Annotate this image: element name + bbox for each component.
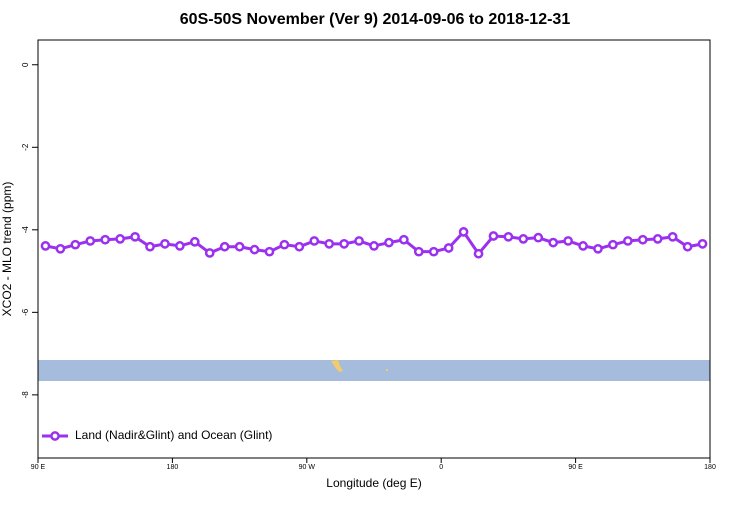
map-strip [38, 360, 710, 381]
data-point [55, 243, 66, 254]
data-point [637, 234, 648, 245]
land-patch [386, 369, 388, 371]
data-point [100, 234, 111, 245]
x-tick-label: 90 E [568, 464, 583, 471]
y-tick-label: -4 [21, 226, 30, 234]
data-point [548, 237, 559, 248]
data-point [70, 239, 81, 250]
data-point [443, 243, 454, 253]
data-point [369, 241, 379, 251]
x-tick-label: 180 [704, 464, 716, 471]
legend-marker [50, 431, 60, 441]
data-point [324, 238, 335, 249]
data-point [578, 241, 588, 251]
data-point [667, 231, 678, 242]
data-point [339, 238, 349, 249]
data-point [85, 236, 96, 246]
x-tick-label: 90 W [299, 464, 316, 471]
data-point [130, 231, 140, 242]
data-point [533, 232, 544, 243]
data-point [399, 234, 409, 245]
y-tick-label: -6 [21, 308, 30, 316]
data-point [145, 241, 155, 252]
data-point [115, 234, 125, 244]
land-patch [331, 360, 343, 372]
data-point [160, 238, 170, 249]
data-point [175, 241, 185, 251]
data-point [608, 239, 618, 250]
data-point [488, 231, 499, 241]
y-tick-label: 0 [21, 62, 30, 67]
data-point [593, 243, 603, 254]
data-point [413, 246, 424, 257]
data-point [40, 241, 51, 251]
data-point [264, 246, 275, 257]
data-point [249, 244, 260, 255]
data-point [623, 236, 633, 246]
data-point [189, 236, 200, 247]
data-point [384, 237, 394, 248]
data-point [354, 236, 364, 246]
data-point [294, 241, 305, 252]
data-point [518, 234, 529, 244]
legend-label: Land (Nadir&Glint) and Ocean (Glint) [75, 428, 272, 442]
x-axis-title: Longitude (deg E) [326, 476, 421, 490]
y-axis-title: XCO2 - MLO trend (ppm) [0, 182, 14, 317]
data-point [458, 227, 469, 237]
data-point [234, 241, 245, 252]
data-point [279, 239, 290, 250]
x-tick-label: 90 E [31, 464, 46, 471]
data-point [473, 248, 484, 259]
data-point [503, 231, 514, 242]
data-point [219, 241, 230, 252]
data-point [682, 241, 693, 252]
y-tick-label: -2 [21, 143, 30, 151]
data-point [428, 246, 439, 257]
plot-frame [37, 39, 711, 459]
x-tick-label: 180 [167, 464, 179, 471]
data-point [204, 248, 215, 258]
y-tick-label: -8 [21, 391, 30, 399]
x-tick-label: 0 [439, 464, 443, 471]
data-point [563, 236, 573, 246]
data-point [652, 234, 663, 244]
data-point [697, 238, 708, 249]
data-point [309, 236, 320, 246]
chart-title: 60S-50S November (Ver 9) 2014-09-06 to 2… [180, 11, 571, 28]
